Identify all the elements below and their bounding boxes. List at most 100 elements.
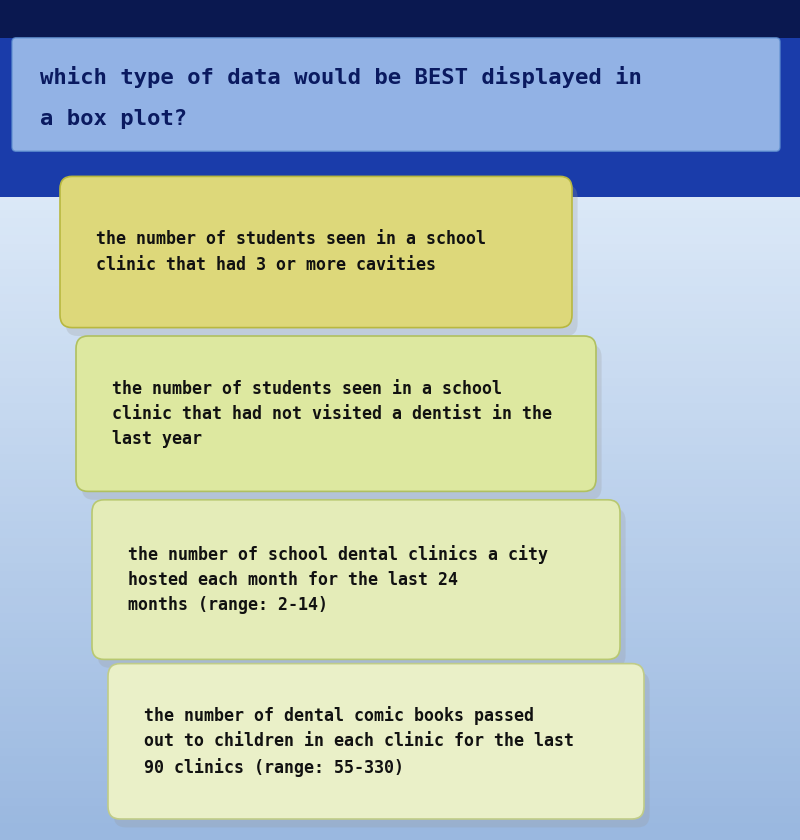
Bar	[0, 235, 800, 244]
Bar	[0, 185, 800, 193]
FancyBboxPatch shape	[60, 176, 572, 328]
Bar	[0, 176, 800, 185]
Bar	[0, 260, 800, 269]
FancyBboxPatch shape	[114, 672, 650, 827]
Bar	[0, 420, 800, 428]
Bar	[0, 554, 800, 563]
Bar	[0, 445, 800, 454]
Bar	[0, 664, 800, 672]
Bar	[0, 370, 800, 378]
Bar	[0, 454, 800, 462]
Bar	[0, 714, 800, 722]
Bar	[0, 118, 800, 126]
Bar	[0, 630, 800, 638]
Bar	[0, 412, 800, 420]
Bar	[0, 8, 800, 17]
Bar	[0, 67, 800, 76]
Bar	[0, 302, 800, 311]
Text: which type of data would be BEST displayed in: which type of data would be BEST display…	[40, 66, 642, 88]
Bar	[0, 0, 800, 8]
Bar	[0, 655, 800, 664]
Bar	[0, 286, 800, 294]
Bar	[0, 689, 800, 697]
Bar	[0, 563, 800, 571]
Bar	[0, 134, 800, 143]
Text: the number of school dental clinics a city
hosted each month for the last 24
mon: the number of school dental clinics a ci…	[128, 545, 548, 614]
Bar	[0, 101, 800, 109]
Bar	[0, 823, 800, 832]
Bar	[0, 428, 800, 437]
Bar	[0, 512, 800, 521]
Bar	[0, 126, 800, 134]
Bar	[0, 319, 800, 328]
FancyBboxPatch shape	[108, 664, 644, 819]
Bar	[0, 76, 800, 84]
Bar	[0, 596, 800, 605]
Bar	[0, 84, 800, 92]
Bar	[0, 437, 800, 445]
FancyBboxPatch shape	[0, 0, 800, 38]
Bar	[0, 269, 800, 277]
Bar	[0, 571, 800, 580]
Bar	[0, 378, 800, 386]
Bar	[0, 210, 800, 218]
Bar	[0, 815, 800, 823]
Bar	[0, 34, 800, 42]
Bar	[0, 647, 800, 655]
Bar	[0, 487, 800, 496]
Bar	[0, 395, 800, 403]
Bar	[0, 832, 800, 840]
Bar	[0, 218, 800, 227]
Bar	[0, 277, 800, 286]
Bar	[0, 25, 800, 34]
Bar	[0, 202, 800, 210]
Bar	[0, 798, 800, 806]
Bar	[0, 722, 800, 731]
Bar	[0, 17, 800, 25]
Bar	[0, 605, 800, 613]
FancyBboxPatch shape	[12, 38, 780, 151]
Bar	[0, 748, 800, 756]
Bar	[0, 151, 800, 160]
Bar	[0, 580, 800, 588]
Bar	[0, 403, 800, 412]
Bar	[0, 638, 800, 647]
Bar	[0, 109, 800, 118]
Bar	[0, 386, 800, 395]
FancyBboxPatch shape	[82, 344, 602, 500]
Bar	[0, 361, 800, 370]
Bar	[0, 680, 800, 689]
Bar	[0, 588, 800, 596]
Bar	[0, 244, 800, 252]
Bar	[0, 227, 800, 235]
Bar	[0, 697, 800, 706]
Bar	[0, 773, 800, 781]
Bar	[0, 538, 800, 546]
Bar	[0, 168, 800, 176]
Bar	[0, 504, 800, 512]
Bar	[0, 479, 800, 487]
Bar	[0, 252, 800, 260]
Bar	[0, 328, 800, 336]
Bar	[0, 336, 800, 344]
Bar	[0, 50, 800, 59]
Text: the number of students seen in a school
clinic that had not visited a dentist in: the number of students seen in a school …	[112, 380, 552, 448]
Text: the number of dental comic books passed
out to children in each clinic for the l: the number of dental comic books passed …	[144, 706, 574, 776]
Bar	[0, 311, 800, 319]
FancyBboxPatch shape	[92, 500, 620, 659]
Bar	[0, 294, 800, 302]
Bar	[0, 92, 800, 101]
Bar	[0, 672, 800, 680]
Bar	[0, 781, 800, 790]
Bar	[0, 790, 800, 798]
FancyBboxPatch shape	[76, 336, 596, 491]
Bar	[0, 344, 800, 353]
Bar	[0, 756, 800, 764]
Bar	[0, 59, 800, 67]
Bar	[0, 496, 800, 504]
Bar	[0, 521, 800, 529]
Bar	[0, 764, 800, 773]
Bar	[0, 529, 800, 538]
FancyBboxPatch shape	[98, 508, 626, 668]
FancyBboxPatch shape	[0, 0, 800, 197]
